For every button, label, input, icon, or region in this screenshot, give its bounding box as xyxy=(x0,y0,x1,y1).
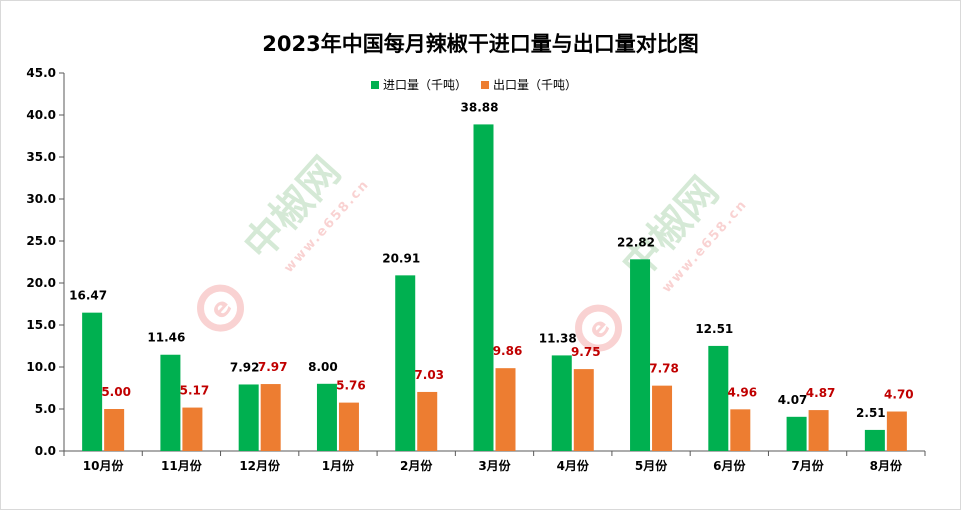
x-tick-label: 8月份 xyxy=(870,458,903,473)
import-data-label: 7.92 xyxy=(230,360,260,374)
import-data-label: 12.51 xyxy=(695,322,733,336)
legend-swatch-import xyxy=(371,80,379,89)
x-tick-label: 12月份 xyxy=(239,458,281,473)
x-tick-label: 2月份 xyxy=(400,458,433,473)
export-bar xyxy=(417,391,438,451)
y-tick-label: 10.0 xyxy=(26,360,56,374)
import-data-label: 11.38 xyxy=(539,331,577,345)
import-bar xyxy=(160,354,181,451)
x-tick-label: 5月份 xyxy=(635,458,668,473)
export-bar xyxy=(730,409,751,451)
export-bar xyxy=(573,369,594,451)
import-bar xyxy=(238,384,259,451)
export-bar xyxy=(104,409,125,451)
import-data-label: 4.07 xyxy=(778,393,808,407)
y-tick-label: 30.0 xyxy=(26,192,56,206)
import-data-label: 16.47 xyxy=(69,289,107,303)
export-data-label: 4.70 xyxy=(884,388,914,402)
legend-item-export: 出口量（千吨） xyxy=(481,76,577,93)
x-tick-label: 6月份 xyxy=(713,458,746,473)
y-tick-label: 40.0 xyxy=(26,108,56,122)
chart-legend: 进口量（千吨） 出口量（千吨） xyxy=(371,76,577,93)
export-bar xyxy=(886,411,907,451)
import-bar xyxy=(864,429,885,451)
import-bar xyxy=(551,355,572,451)
y-tick-label: 35.0 xyxy=(26,150,56,164)
legend-label-export: 出口量（千吨） xyxy=(493,78,578,92)
chart-bars xyxy=(82,124,907,452)
export-bar xyxy=(182,407,203,451)
import-bar xyxy=(473,124,494,452)
y-tick-label: 45.0 xyxy=(26,66,56,80)
watermark-logo-circle xyxy=(575,304,623,352)
import-bar xyxy=(708,345,729,451)
export-data-label: 5.17 xyxy=(180,384,210,398)
export-data-label: 7.78 xyxy=(649,362,679,376)
import-data-label: 11.46 xyxy=(147,331,185,345)
export-data-label: 9.75 xyxy=(571,345,601,359)
watermark-logo-circle xyxy=(197,284,245,332)
legend-label-import: 进口量（千吨） xyxy=(383,78,468,92)
x-tick-label: 3月份 xyxy=(478,458,511,473)
legend-item-import: 进口量（千吨） xyxy=(371,76,467,93)
import-data-label: 8.00 xyxy=(308,360,338,374)
chart-title: 2023年中国每月辣椒干进口量与出口量对比图 xyxy=(262,32,699,56)
export-data-label: 9.86 xyxy=(493,344,523,358)
export-bar xyxy=(338,402,359,451)
chart-data-labels: 16.47 5.00 11.46 5.17 7.927.97 8.00 5.76 20.91 7… xyxy=(69,100,914,420)
import-bar xyxy=(316,383,337,451)
y-tick-label: 25.0 xyxy=(26,234,56,248)
import-data-label: 22.82 xyxy=(617,235,655,249)
x-tick-label: 10月份 xyxy=(83,458,125,473)
import-data-label: 20.91 xyxy=(382,251,420,265)
export-bar xyxy=(808,410,829,451)
import-data-label: 38.88 xyxy=(461,100,499,114)
import-bar xyxy=(395,275,416,451)
y-tick-label: 5.0 xyxy=(35,402,56,416)
x-tick-label: 1月份 xyxy=(322,458,355,473)
import-bar xyxy=(786,416,807,451)
export-bar xyxy=(652,385,673,451)
y-tick-label: 20.0 xyxy=(26,276,56,290)
export-data-label: 5.00 xyxy=(101,385,131,399)
export-data-label: 4.96 xyxy=(728,385,758,399)
x-tick-label: 7月份 xyxy=(791,458,824,473)
import-data-label: 2.51 xyxy=(856,406,886,420)
x-tick-label: 4月份 xyxy=(557,458,590,473)
y-tick-label: 0.0 xyxy=(35,444,56,458)
import-bar xyxy=(630,259,651,451)
legend-swatch-export xyxy=(481,80,490,89)
export-bar xyxy=(495,368,516,451)
export-data-label: 4.87 xyxy=(806,386,836,400)
chart-axes: 0.0 5.0 10.0 15.0 20.0 25.0 30.0 35.0 40.0 45.0 10… xyxy=(26,66,926,473)
export-data-label: 5.76 xyxy=(336,379,366,393)
import-bar xyxy=(82,312,103,451)
x-tick-label: 11月份 xyxy=(161,458,203,473)
y-tick-label: 15.0 xyxy=(26,318,56,332)
export-bar xyxy=(260,384,281,451)
export-data-label: 7.97 xyxy=(258,360,288,374)
export-data-label: 7.03 xyxy=(414,368,444,382)
